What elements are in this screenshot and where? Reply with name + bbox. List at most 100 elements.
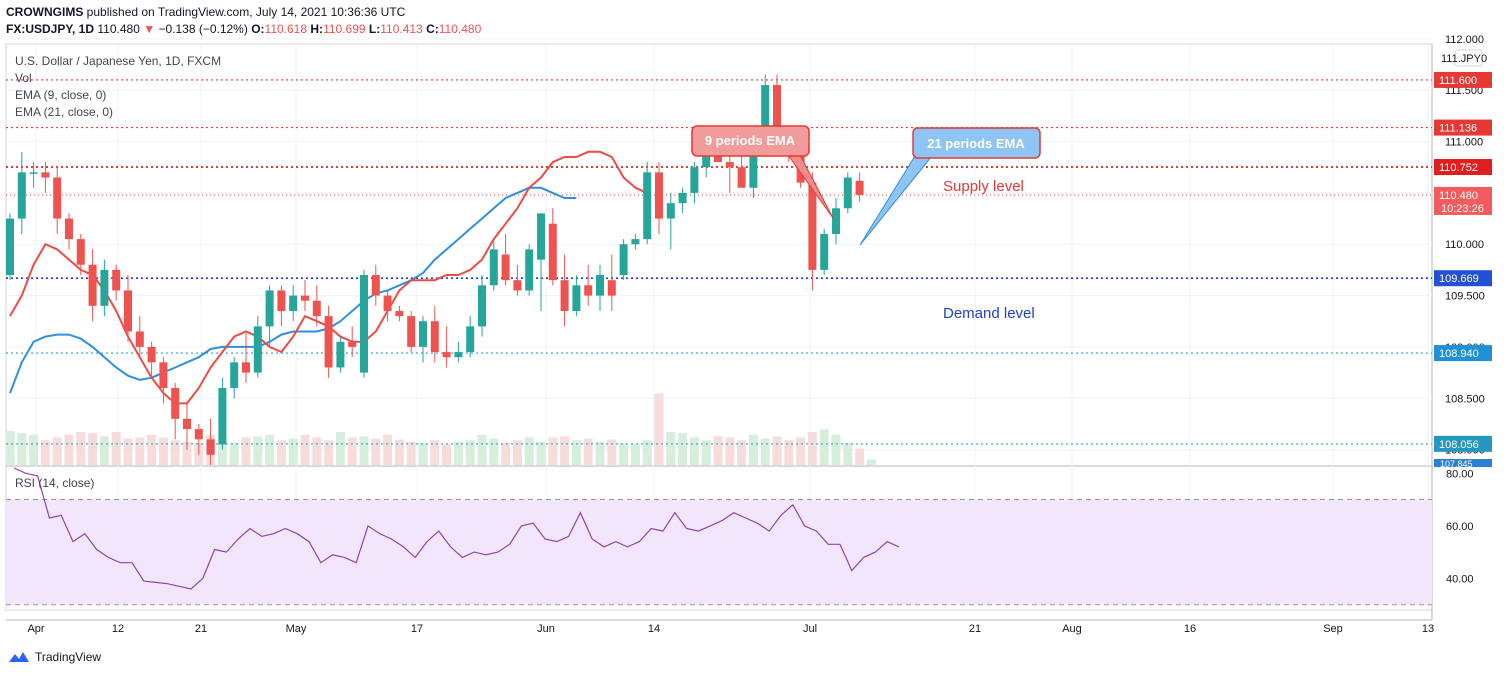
candle-body [749,131,758,188]
volume-bar [713,436,723,465]
volume-bar [465,440,475,465]
level-price-label: 108.056 [1439,439,1479,451]
y-tick-label: 109.500 [1445,291,1485,303]
candle-body [242,362,250,373]
volume-bar [512,440,522,465]
author-name[interactable]: CROWNGIMS [6,5,84,19]
level-price-tag [1434,186,1492,215]
brand-name: TradingView [35,650,102,664]
volume-bar [418,443,428,465]
y-tick-label: 108.500 [1445,393,1485,405]
volume-bar [229,443,239,465]
high-label: H: [310,22,324,36]
open-label: O: [251,22,265,36]
level-price-tag [1434,270,1492,287]
price-change: −0.138 (−0.12%) [158,22,248,36]
countdown-label: 10:23:26 [1441,203,1484,215]
volume-bar [324,440,334,465]
volume-bar [123,438,133,465]
volume-bar [654,393,664,465]
volume-bar [678,433,688,465]
volume-bar [536,441,546,465]
candle-body [501,254,510,281]
volume-bar [265,434,275,465]
currency-box [1454,49,1483,67]
volume-bar [619,443,629,465]
volume-bar [548,437,558,465]
candle-body [88,264,97,306]
level-price-label: 110.480 [1439,190,1478,202]
candle-body [643,172,652,240]
open-value: 110.618 [264,22,308,36]
demand-level-label: Demand level [943,305,1035,322]
candle-body [808,182,817,270]
volume-bar [347,437,357,465]
level-price-tag [1434,119,1492,136]
legend-ema21: EMA (21, close, 0) [15,105,114,119]
volume-bar [371,438,381,465]
candle-body [631,239,640,245]
candle-body [135,331,144,347]
volume-bar [489,438,499,465]
x-tick-label: 17 [411,623,423,635]
volume-bar [477,434,487,465]
rsi-tick-label: 80.00 [1446,468,1474,480]
volume-bar [64,434,74,465]
y-tick-label: 111.500 [1445,85,1483,97]
candle-body [53,177,62,219]
volume-bar [17,433,27,465]
candle-body [619,244,628,276]
volume-bar [312,437,322,465]
tradingview-brand[interactable]: TradingView [8,650,101,664]
last-price: 110.480 [97,22,140,36]
volume-bar [29,434,39,465]
y-tick-label: 111.000 [1445,137,1483,149]
candle-body [737,167,746,188]
volume-bar [359,436,369,465]
candle-body [442,352,451,358]
volume-bar [642,440,652,465]
x-tick-label: 16 [1184,623,1196,635]
candle-body [489,249,498,286]
candle-body [383,295,392,311]
candle-body [655,172,663,219]
candle-body [690,167,699,193]
x-tick-label: Sep [1323,623,1343,635]
candle-body [773,85,781,137]
candle-body [265,290,274,327]
ema21-line [9,186,577,394]
ema21-callout-label: 21 periods EMA [927,136,1025,151]
volume-bar [666,432,676,465]
candle-body [466,326,475,353]
candle-body [454,352,463,358]
candle-body [100,269,109,306]
volume-bar [701,440,711,465]
y-top-label: 111.JPY0 [1441,53,1487,65]
level-price-label: 110.752 [1439,162,1478,174]
volume-bar [560,436,570,465]
volume-bar [442,444,452,465]
candle-body [761,85,770,132]
candle-body [6,218,14,276]
candle-body [76,239,85,265]
rsi-line [13,467,900,590]
candle-body [596,275,604,296]
volume-bar [607,439,617,465]
candle-body [478,285,486,327]
candle-body [666,203,675,219]
candle-body [371,275,380,296]
legend-title: U.S. Dollar / Japanese Yen, 1D, FXCM [15,54,222,68]
volume-bar [501,443,511,465]
volume-bar [147,434,157,465]
candle-body [430,321,439,353]
volume-bar [595,441,605,465]
volume-bar [583,438,593,465]
candle-body [41,172,50,178]
volume-bar [76,432,86,465]
x-tick-label: Jul [803,623,817,635]
legend-ema9: EMA (9, close, 0) [15,88,107,102]
volume-bar [453,441,463,465]
bottom-level-tag [1434,459,1492,467]
candle-body [124,290,132,332]
